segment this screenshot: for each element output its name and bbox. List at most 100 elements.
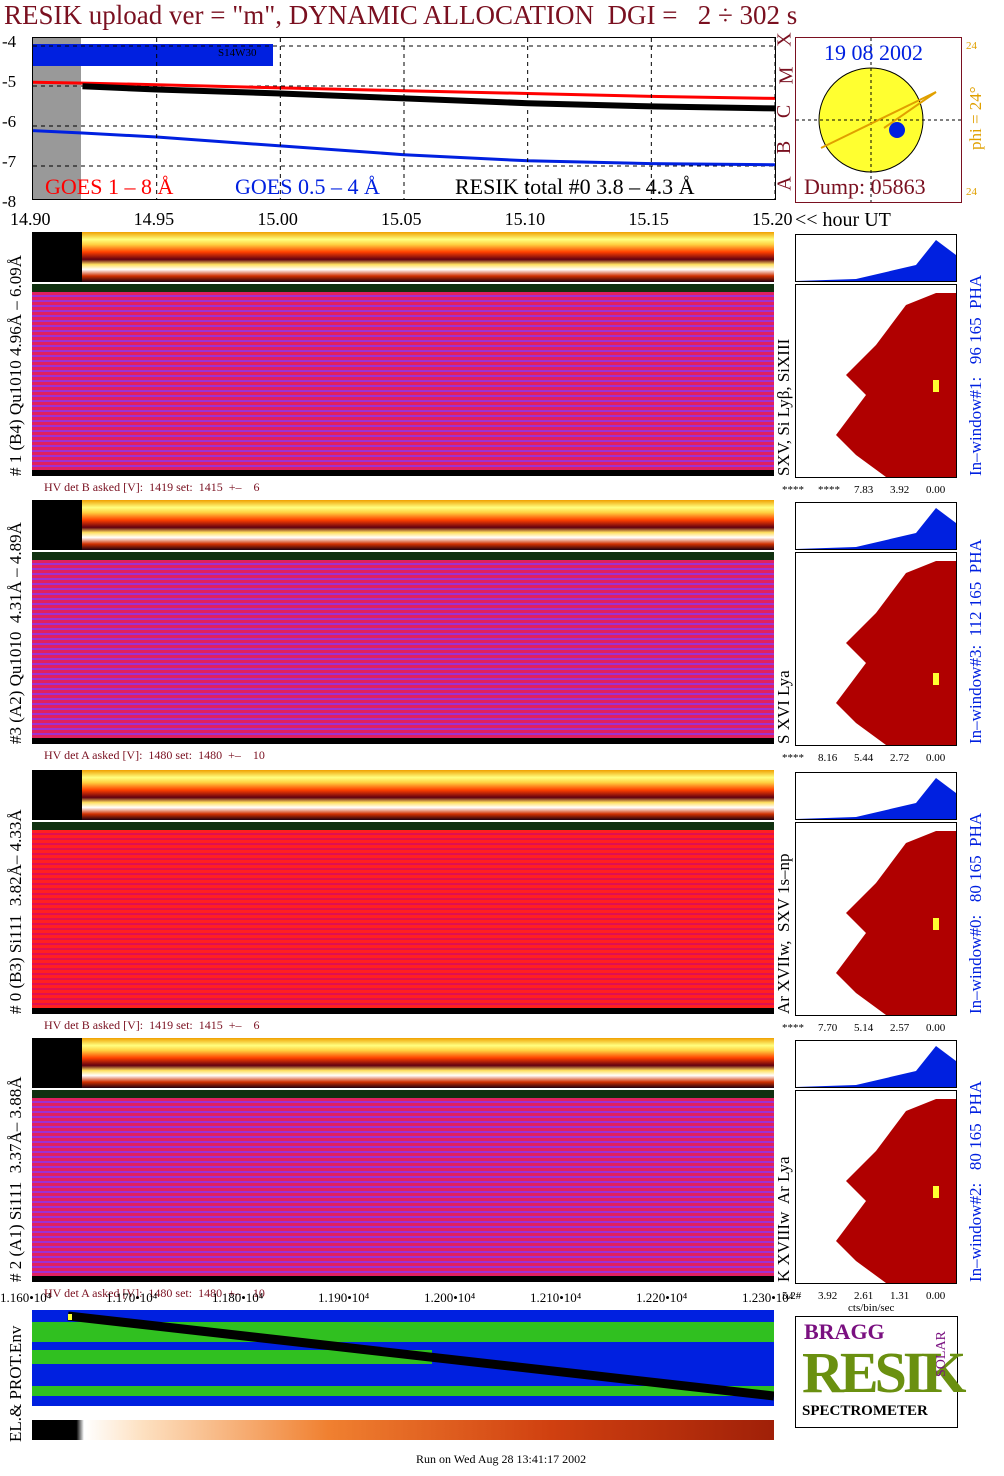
pha-scale-tick: 7.70 bbox=[818, 1022, 838, 1034]
pha-scale-tick: 3.92 bbox=[890, 484, 910, 496]
legend-resik-total: RESIK total #0 3.8 – 4.3 Å bbox=[455, 174, 695, 199]
logo-word: RESIK bbox=[802, 1340, 967, 1405]
counter-x-tick: 1.230•10⁴ bbox=[742, 1290, 794, 1305]
target-position-dot bbox=[889, 122, 905, 138]
pha-scale-tick: 5.14 bbox=[854, 1022, 874, 1034]
goes-light-curve-panel: S14W30 GOES 1 – 8 Å GOES 0.5 – 4 Å RESIK… bbox=[32, 37, 776, 200]
spectrogram bbox=[32, 284, 774, 476]
logo-caption: SPECTROMETER bbox=[802, 1403, 928, 1419]
spectral-lines-label: S XVI Lya bbox=[774, 670, 793, 744]
detector-label: #3 (A2) Qu1010 4.31Å – 4.89Å bbox=[6, 522, 25, 744]
time-profile-strip bbox=[32, 232, 774, 282]
pha-scale-tick: 2.57 bbox=[890, 1022, 910, 1034]
goes-x-tick: 14.90 bbox=[10, 209, 51, 229]
goes-chart-svg bbox=[33, 38, 775, 199]
flare-class-letter: B bbox=[773, 140, 796, 155]
legend-goes-long: GOES 1 – 8 Å bbox=[45, 174, 174, 199]
sun-position-panel: 19 08 2002 Dump: 05863 bbox=[795, 37, 962, 203]
pha-summary-histogram bbox=[795, 234, 957, 282]
pha-scale-tick: 0.00 bbox=[926, 752, 946, 764]
pha-scale-tick: **** bbox=[782, 752, 804, 764]
spectrogram bbox=[32, 552, 774, 744]
goes-y-tick: -4 bbox=[2, 32, 17, 51]
logo-bragg: BRAGG bbox=[804, 1319, 885, 1344]
environment-svg bbox=[32, 1310, 774, 1406]
pha-summary-histogram bbox=[795, 772, 957, 820]
env-label: EL.& PROT.Env bbox=[6, 1325, 25, 1442]
detector-label: # 0 (B3) Si111 3.82Å– 4.33Å bbox=[6, 809, 25, 1014]
goes-y-tick: -6 bbox=[2, 112, 17, 131]
footer-run-time: Run on Wed Aug 28 13:41:17 2002 bbox=[416, 1452, 587, 1466]
page-title: RESIK upload ver = "m", DYNAMIC ALLOCATI… bbox=[4, 0, 798, 30]
pha-scale-tick: 2.61 bbox=[854, 1290, 874, 1302]
pha-window-label: In–window#0: 80 165 PHA bbox=[966, 812, 985, 1014]
detector-label: # 1 (B4) Qu1010 4.96Å – 6.09Å bbox=[6, 255, 25, 476]
pha-scale-tick: 5.44 bbox=[854, 752, 874, 764]
pha-scale-tick: 2.72 bbox=[890, 752, 910, 764]
counter-x-tick: 1.170•10⁴ bbox=[106, 1290, 158, 1305]
pha-summary-histogram bbox=[795, 1040, 957, 1088]
pha-spectrum bbox=[795, 822, 957, 1016]
env-band-2 bbox=[32, 1350, 432, 1364]
colour-scale-bar bbox=[32, 1420, 774, 1440]
goes-x-tick: 14.95 bbox=[133, 209, 175, 229]
pha-scale-tick: **** bbox=[782, 484, 804, 496]
pha-scale-tick: 5.2# bbox=[782, 1290, 802, 1302]
n-top: 24 bbox=[966, 40, 977, 52]
pha-window-label: In–window#2: 80 165 PHA bbox=[966, 1080, 985, 1282]
s14w30-bar bbox=[33, 44, 273, 66]
counter-x-tick: 1.160•10⁴ bbox=[0, 1290, 52, 1305]
spectral-lines-label: K XVIIIw Ar Lya bbox=[774, 1156, 793, 1282]
spectral-lines-label: Ar XVIIw, SXV 1s–np bbox=[774, 853, 793, 1014]
pha-scale-tick: 8.16 bbox=[818, 752, 838, 764]
hv-setting: HV det B asked [V]: 1419 set: 1415 +– 6 bbox=[44, 480, 260, 494]
goes-x-tick: 15.05 bbox=[381, 209, 422, 229]
counter-x-tick: 1.210•10⁴ bbox=[530, 1290, 582, 1305]
counter-x-tick: 1.200•10⁴ bbox=[424, 1290, 476, 1305]
counter-x-tick: 1.220•10⁴ bbox=[636, 1290, 688, 1305]
goes-y-tick: -5 bbox=[2, 72, 17, 91]
bar-label: S14W30 bbox=[218, 47, 257, 59]
pha-scale-tick: 0.00 bbox=[926, 1022, 946, 1034]
goes-x-tick: 15.10 bbox=[504, 209, 546, 229]
time-profile-gap bbox=[32, 1038, 82, 1088]
pha-window-label: In–window#3: 112 165 PHA bbox=[966, 539, 985, 744]
spectrogram bbox=[32, 822, 774, 1014]
hv-setting: HV det B asked [V]: 1419 set: 1415 +– 6 bbox=[44, 1018, 260, 1032]
hv-setting: HV det A asked [V]: 1480 set: 1480 +– 10 bbox=[44, 1286, 265, 1300]
time-profile-gap bbox=[32, 232, 82, 282]
time-profile-strip bbox=[32, 500, 774, 550]
phi-label: phi = 24° bbox=[966, 86, 985, 150]
pha-scale-tick: 7.83 bbox=[854, 484, 874, 496]
environment-panel bbox=[32, 1310, 774, 1406]
goes-x-tick: 15.15 bbox=[628, 209, 669, 229]
legend-goes-short: GOES 0.5 – 4 Å bbox=[235, 174, 380, 199]
env-marker bbox=[68, 1314, 72, 1320]
goes-y-tick: -8 bbox=[2, 192, 17, 211]
pha-spectrum bbox=[795, 552, 957, 746]
goes-x-tick: 15.20 bbox=[752, 209, 793, 229]
counter-x-tick: 1.190•10⁴ bbox=[318, 1290, 370, 1305]
spectrogram bbox=[32, 1090, 774, 1282]
series-line-1 bbox=[33, 80, 775, 100]
hv-setting: HV det A asked [V]: 1480 set: 1480 +– 10 bbox=[44, 748, 265, 762]
n-bottom: 24 bbox=[966, 186, 977, 198]
time-profile-strip bbox=[32, 1038, 774, 1088]
solar-axis-arrow bbox=[820, 91, 937, 149]
sun-date: 19 08 2002 bbox=[824, 40, 923, 65]
counter-x-tick: 1.180•10⁴ bbox=[212, 1290, 264, 1305]
pha-scale-tick: **** bbox=[818, 484, 840, 496]
pha-spectrum bbox=[795, 1090, 957, 1284]
env-band-3 bbox=[32, 1386, 774, 1396]
pha-scale-tick: 0.00 bbox=[926, 484, 946, 496]
pha-spectrum bbox=[795, 284, 957, 478]
x-axis-unit: << hour UT bbox=[795, 209, 891, 231]
pha-unit: cts/bin/sec bbox=[848, 1302, 895, 1314]
env-trend-line bbox=[67, 1311, 774, 1401]
flare-class-letter: A bbox=[773, 176, 796, 191]
flare-class-letter: C bbox=[773, 104, 796, 119]
target-direction-arrow bbox=[883, 91, 937, 129]
pha-scale-tick: 3.92 bbox=[818, 1290, 838, 1302]
resik-logo: BRAGG RESIK SOLAR SPECTROMETER bbox=[795, 1316, 967, 1428]
flare-class-letter: X bbox=[773, 32, 796, 47]
